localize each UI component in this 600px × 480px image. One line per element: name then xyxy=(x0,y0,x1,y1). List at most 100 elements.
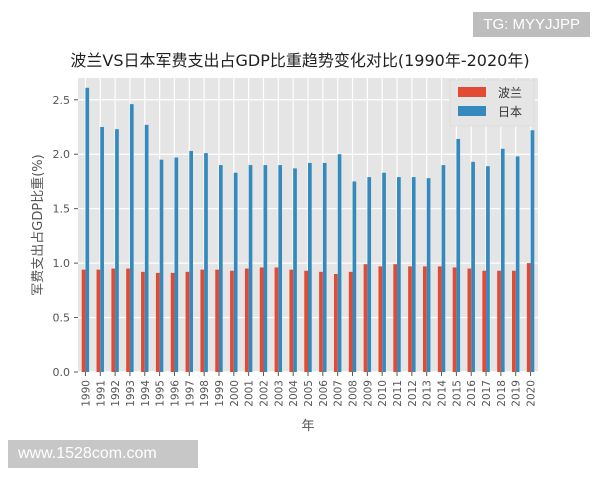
bar-japan xyxy=(322,162,327,372)
bar-poland xyxy=(319,271,323,372)
x-tick-label: 2004 xyxy=(288,380,300,407)
bar-poland xyxy=(363,264,368,372)
bar-japan xyxy=(530,130,535,372)
bar-japan xyxy=(263,165,268,372)
x-tick-label: 2014 xyxy=(437,380,449,407)
y-tick-label: 1.5 xyxy=(53,203,71,216)
bar-poland xyxy=(200,269,205,372)
bar-japan xyxy=(352,181,357,372)
y-tick-label: 2.0 xyxy=(53,148,71,161)
x-tick-label: 2012 xyxy=(407,380,419,407)
bar-poland xyxy=(437,266,442,372)
bar-poland xyxy=(215,269,219,372)
bar-poland xyxy=(126,268,130,372)
bar-japan xyxy=(382,172,386,372)
bar-japan xyxy=(471,161,475,372)
bar-poland xyxy=(467,268,472,372)
bar-poland xyxy=(512,270,516,372)
x-tick-label: 2008 xyxy=(348,380,360,407)
legend-swatch xyxy=(458,87,486,97)
y-tick-label: 1.0 xyxy=(53,257,71,270)
bar-japan xyxy=(293,168,297,372)
bar-japan xyxy=(367,177,372,372)
bar-poland xyxy=(274,267,279,372)
bar-poland xyxy=(348,271,353,372)
bar-poland xyxy=(408,266,412,372)
x-tick-label: 2015 xyxy=(451,380,463,407)
bar-poland xyxy=(244,268,249,372)
x-tick-label: 1994 xyxy=(140,380,152,407)
bar-poland xyxy=(96,269,101,372)
x-tick-label: 2011 xyxy=(392,380,404,407)
x-tick-label: 1991 xyxy=(95,380,107,407)
bar-japan xyxy=(308,162,312,372)
legend-label: 波兰 xyxy=(498,86,522,100)
bar-japan xyxy=(115,129,119,372)
y-axis-label: 军费支出占GDP比重(%) xyxy=(30,154,46,295)
x-tick-label: 2016 xyxy=(466,380,478,407)
x-tick-label: 1992 xyxy=(110,380,122,407)
x-tick-label: 2003 xyxy=(273,380,285,407)
bar-poland xyxy=(155,272,160,372)
bar-poland xyxy=(526,263,531,372)
x-tick-label: 2002 xyxy=(258,380,270,407)
bar-japan xyxy=(337,154,342,372)
x-tick-label: 1996 xyxy=(169,380,181,407)
x-tick-label: 2020 xyxy=(526,380,538,407)
bar-japan xyxy=(85,87,90,373)
x-tick-label: 2005 xyxy=(303,380,315,407)
x-tick-label: 1990 xyxy=(80,380,92,407)
x-tick-label: 2000 xyxy=(229,380,241,407)
bar-poland xyxy=(497,270,501,372)
bar-japan xyxy=(204,153,208,372)
bar-poland xyxy=(81,269,86,372)
bar-poland xyxy=(304,270,308,372)
x-axis-label: 年 xyxy=(301,419,314,434)
bar-japan xyxy=(248,165,253,372)
bar-japan xyxy=(189,150,193,372)
bar-japan xyxy=(456,138,461,372)
x-tick-label: 1997 xyxy=(184,380,196,407)
x-tick-label: 1999 xyxy=(214,380,226,407)
x-tick-label: 1995 xyxy=(155,380,167,407)
bar-japan xyxy=(426,178,431,372)
x-tick-label: 2006 xyxy=(318,380,330,407)
bar-japan xyxy=(159,159,164,372)
chart-title: 波兰VS日本军费支出占GDP比重趋势变化对比(1990年-2020年) xyxy=(70,51,529,70)
bar-japan xyxy=(500,148,505,372)
bar-poland xyxy=(393,264,398,372)
x-tick-label: 2010 xyxy=(377,380,389,407)
x-tick-label: 2019 xyxy=(511,380,523,407)
x-tick-label: 2001 xyxy=(244,380,256,407)
bar-poland xyxy=(289,269,294,372)
y-tick-label: 2.5 xyxy=(53,94,71,107)
bar-japan xyxy=(411,177,416,372)
x-tick-label: 2007 xyxy=(333,380,345,407)
bar-poland xyxy=(452,267,457,372)
x-tick-label: 2013 xyxy=(422,380,434,407)
bar-japan xyxy=(174,157,179,372)
bar-poland xyxy=(423,266,427,372)
bar-poland xyxy=(170,272,175,372)
bar-japan xyxy=(278,165,283,372)
bar-poland xyxy=(333,274,338,372)
bar-japan xyxy=(129,104,134,372)
watermark-bottom: www.1528com.com xyxy=(8,440,198,468)
bar-poland xyxy=(230,270,234,372)
watermark-top: TG: MYYJJPP xyxy=(473,12,590,37)
y-tick-label: 0.5 xyxy=(53,312,71,325)
bar-poland xyxy=(185,271,190,372)
bar-poland xyxy=(111,268,116,372)
x-tick-label: 2018 xyxy=(496,380,508,407)
bar-japan xyxy=(144,124,149,372)
bar-poland xyxy=(482,270,487,372)
bar-japan xyxy=(100,127,104,372)
bar-poland xyxy=(378,266,383,372)
bar-poland xyxy=(141,271,145,372)
x-tick-label: 1993 xyxy=(125,380,137,407)
bar-japan xyxy=(441,165,446,372)
legend-swatch xyxy=(458,106,486,116)
x-tick-label: 1998 xyxy=(199,380,211,407)
bar-poland xyxy=(259,267,264,372)
